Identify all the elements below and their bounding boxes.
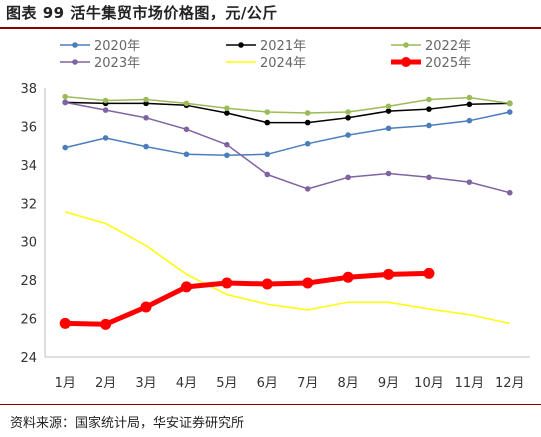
series-2020-point	[385, 125, 392, 132]
series-2023-point	[466, 179, 473, 185]
title-divider	[0, 27, 541, 29]
y-tick-label: 34	[20, 159, 37, 174]
legend-2023-label: 2023年	[94, 56, 140, 71]
x-tick-label: 11月	[455, 376, 485, 391]
legend-2025-marker	[401, 57, 411, 67]
series-2020-point	[466, 117, 473, 124]
series-2020-point	[143, 143, 149, 150]
series-2022-point	[143, 96, 149, 103]
series-2021-point	[385, 108, 392, 114]
series-2021-line	[65, 101, 510, 124]
series-2020-point	[345, 132, 351, 138]
legend-2020-label: 2020年	[94, 39, 140, 54]
series-2023-point	[304, 186, 311, 192]
x-tick-label: 8月	[337, 376, 358, 391]
series-2025-point	[342, 271, 354, 283]
x-tick-label: 3月	[135, 376, 156, 391]
series-2020-point	[224, 152, 230, 159]
series-2022-line	[65, 95, 510, 114]
series-2025-point	[383, 268, 395, 280]
series-2025-point	[423, 267, 435, 279]
series-2025-point	[100, 318, 112, 330]
y-tick-label: 30	[20, 236, 37, 251]
series-2025-point	[302, 277, 314, 289]
x-tick-label: 4月	[176, 376, 197, 391]
series-2020-point	[506, 109, 513, 115]
x-tick-label: 5月	[216, 376, 237, 391]
source-note: 资料来源：国家统计局，华安证券研究所	[10, 416, 245, 431]
y-tick-label: 36	[20, 120, 37, 135]
legend-2021-label: 2021年	[260, 39, 306, 54]
y-tick-label: 38	[20, 82, 37, 97]
series-2021-point	[345, 114, 351, 121]
series-2022-point	[62, 93, 69, 100]
series-2023-point	[506, 189, 513, 196]
series-2022-point	[224, 105, 230, 111]
legend-2022-label: 2022年	[425, 39, 471, 54]
x-tick-label: 12月	[495, 376, 525, 391]
x-tick-label: 6月	[257, 376, 278, 391]
legend-2021-marker	[238, 42, 244, 48]
series-2022-point	[183, 100, 190, 107]
series-2021-point	[304, 119, 311, 126]
series-2023-point	[62, 99, 69, 106]
series-2022-point	[506, 100, 513, 107]
series-2020-point	[62, 144, 69, 151]
series-2021-point	[264, 119, 271, 126]
series-2025-point	[261, 278, 273, 290]
series-2023-point	[102, 107, 109, 113]
series-2025-point	[221, 277, 233, 289]
series-2024-line	[64, 211, 510, 325]
series-2021-point	[143, 100, 149, 107]
series-2022-point	[466, 94, 473, 101]
series-2020-point	[102, 135, 109, 141]
y-tick-label: 24	[20, 351, 37, 366]
x-tick-label: 1月	[55, 376, 76, 391]
series-2023-point	[385, 170, 392, 177]
chart-title: 图表 99 活牛集贸市场价格图，元/公斤	[6, 4, 278, 22]
series-2023-point	[224, 141, 230, 148]
legend-2022-marker	[403, 42, 409, 48]
legend-2020-marker	[72, 42, 78, 48]
series-2022-point	[385, 103, 392, 110]
series-2023-point	[426, 174, 432, 181]
series-2020-line	[65, 111, 510, 157]
series-2020-point	[183, 151, 190, 158]
series-2021-point	[466, 101, 473, 108]
series-2021-point	[426, 106, 432, 112]
source-divider	[0, 404, 541, 405]
series-2023-point	[183, 126, 190, 133]
series-2023-point	[143, 114, 149, 121]
series-2022-point	[426, 96, 432, 103]
series-2022-point	[102, 97, 109, 104]
legend-2023-marker	[72, 59, 78, 65]
series-2023-line	[65, 101, 510, 194]
series-2023-point	[264, 171, 271, 178]
axes: 24 26 28 30 32 34 36 38 1月 2月 3月 4月 5月 6月 7月 8月 9月 10月 11月…	[20, 82, 530, 391]
series-2025-point	[59, 317, 71, 329]
series-2025-line	[65, 270, 430, 327]
y-tick-label: 28	[20, 274, 37, 289]
series-2022-point	[345, 109, 351, 115]
series-2025-point	[140, 301, 152, 313]
legend: 2020年 2021年 2022年 2023年 2024年 2025年	[60, 39, 471, 71]
series-2023-point	[345, 174, 351, 181]
legend-2025-label: 2025年	[425, 56, 471, 71]
series-2022-point	[264, 109, 271, 115]
series-2025-point	[180, 281, 192, 293]
series-2020-point	[304, 140, 311, 147]
series-2020-point	[426, 122, 432, 129]
series-2020-point	[264, 151, 271, 158]
x-tick-label: 9月	[378, 376, 399, 391]
series-group	[59, 93, 513, 330]
series-2022-point	[304, 110, 311, 116]
x-tick-label: 10月	[414, 376, 444, 391]
y-tick-label: 32	[20, 197, 37, 212]
series-2021-point	[224, 110, 230, 116]
y-tick-label: 26	[20, 313, 37, 328]
x-tick-label: 2月	[95, 376, 116, 391]
legend-2024-label: 2024年	[260, 56, 306, 71]
x-tick-label: 7月	[297, 376, 318, 391]
